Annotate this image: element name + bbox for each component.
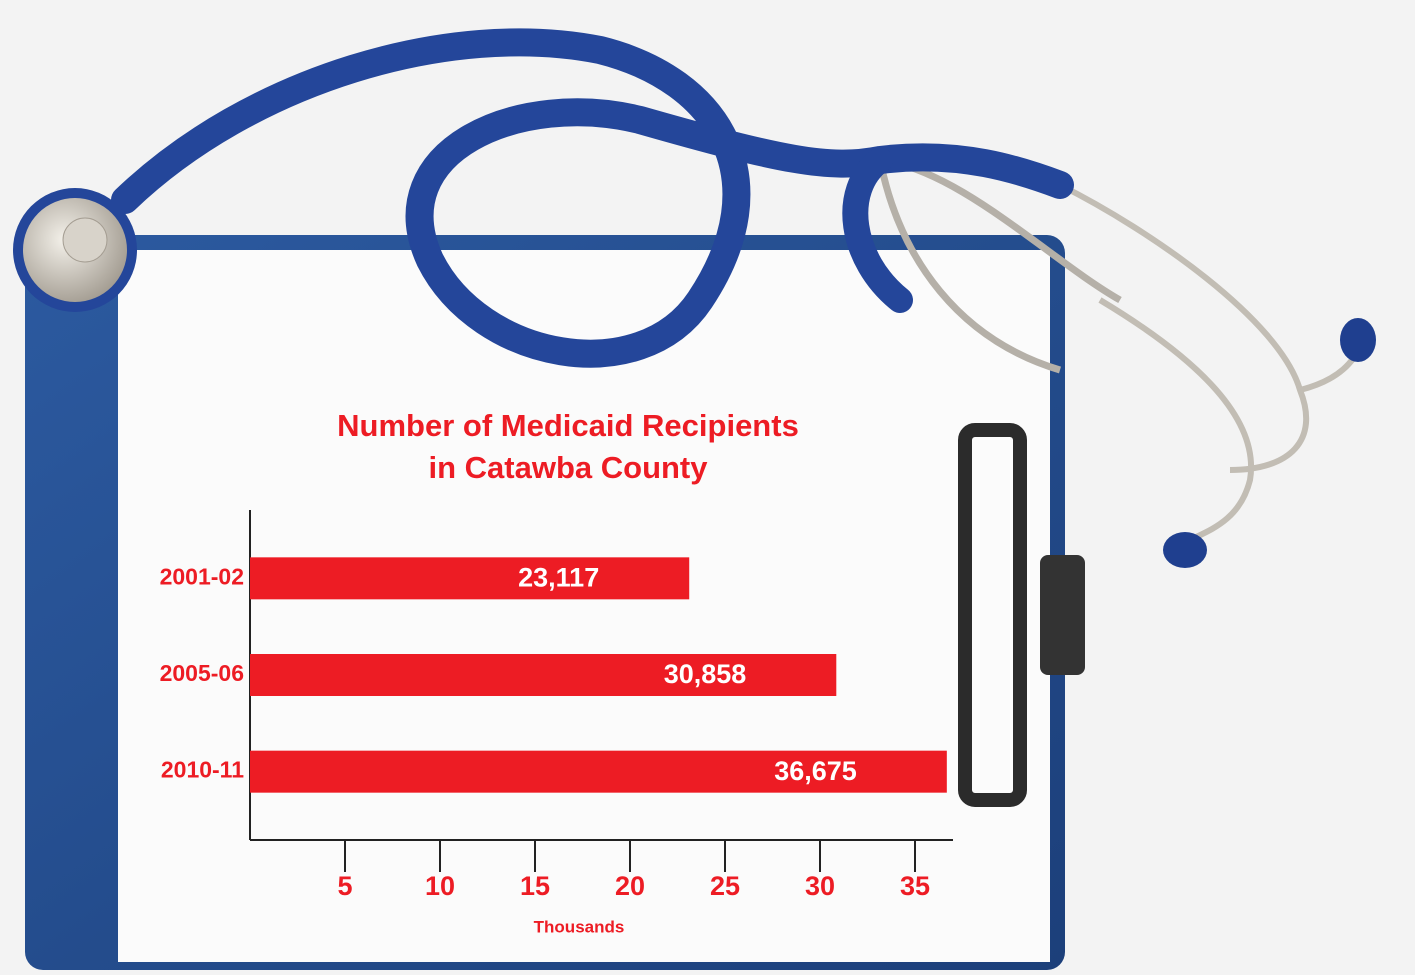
x-tick-label: 30 — [805, 871, 835, 901]
value-label: 30,858 — [664, 659, 747, 689]
ear-tubes — [1058, 182, 1363, 543]
value-label: 36,675 — [774, 756, 857, 786]
clip — [958, 423, 1027, 807]
bar — [250, 557, 690, 600]
x-tick-label: 15 — [520, 871, 550, 901]
x-tick-label: 10 — [425, 871, 455, 901]
chest-piece — [62, 217, 108, 263]
bar — [250, 654, 837, 696]
y-tick-label: 2005-06 — [160, 660, 244, 686]
bar — [250, 750, 947, 793]
earpiece — [1340, 318, 1376, 362]
chart-title: in Catawba County — [428, 450, 708, 485]
x-axis-label: Thousands — [534, 917, 625, 936]
tube — [842, 147, 913, 313]
y-tick-label: 2010-11 — [161, 757, 244, 783]
tube — [111, 28, 1074, 368]
chart-title: Number of Medicaid Recipients — [337, 408, 799, 443]
y-tick-label: 2001-02 — [160, 563, 244, 589]
earpiece — [1163, 532, 1207, 568]
x-tick-label: 5 — [337, 871, 352, 901]
value-label: 23,117 — [518, 562, 599, 592]
x-tick-label: 35 — [900, 871, 930, 901]
x-tick-label: 25 — [710, 871, 740, 901]
paper — [118, 250, 1050, 962]
clip-hinge — [1040, 555, 1085, 675]
x-tick-label: 20 — [615, 871, 645, 901]
